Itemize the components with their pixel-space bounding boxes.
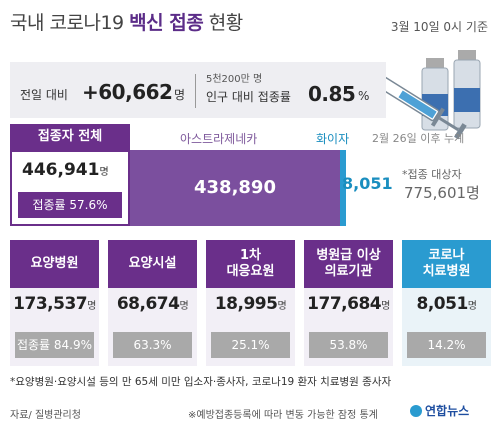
astrazeneca-label: 아스트라제네카: [180, 132, 258, 146]
card-rate: 접종률 84.9%: [15, 332, 94, 358]
summary-box: 전일 대비 +60,662 명 5천200만 명 인구 대비 접종률 0.85 …: [10, 62, 386, 118]
total-rate-badge: 접종률 57.6%: [18, 192, 122, 218]
summary-divider: [195, 74, 196, 108]
pfizer-value: 8,051: [342, 174, 393, 193]
yonhap-logo: 연합뉴스: [410, 402, 469, 419]
total-count: 446,941명: [22, 160, 109, 180]
card-count-unit: 명: [87, 301, 96, 312]
card-count: 8,051명: [402, 294, 491, 314]
card-nursing-facility: 요양시설 68,674명 63.3%: [108, 240, 197, 366]
rate-label: 인구 대비 접종률: [206, 90, 291, 104]
yonhap-logo-icon: [410, 405, 422, 417]
logo-text: 연합뉴스: [425, 404, 470, 418]
card-count-value: 177,684: [307, 294, 382, 314]
title-prefix: 국내 코로나19: [10, 12, 124, 34]
card-count-unit: 명: [381, 301, 390, 312]
total-count-unit: 명: [99, 167, 109, 178]
target-label: *접종 대상자: [402, 168, 462, 181]
card-count-value: 18,995: [214, 294, 278, 314]
pfizer-label: 화이자: [316, 132, 350, 146]
disclaimer: ※예방접종등록에 따라 변동 가능한 잠정 통계: [188, 410, 378, 421]
card-rate: 53.8%: [309, 332, 388, 358]
total-panel: 446,941명 접종률 57.6%: [10, 150, 130, 226]
page-title: 국내 코로나19 백신 접종 현황: [10, 8, 243, 35]
total-count-value: 446,941: [22, 160, 100, 180]
card-title: 요양병원: [10, 240, 99, 288]
title-suffix: 현황: [208, 12, 243, 34]
card-count: 173,537명: [10, 294, 99, 314]
card-nursing-hospital: 요양병원 173,537명 접종률 84.9%: [10, 240, 99, 366]
card-count-unit: 명: [467, 301, 477, 312]
astrazeneca-bar: 438,890: [130, 150, 340, 226]
rate-unit: %: [358, 89, 370, 103]
prev-day-unit: 명: [174, 88, 186, 102]
card-title: 요양시설: [108, 240, 197, 288]
card-count-value: 68,674: [116, 294, 180, 314]
card-count: 68,674명: [108, 294, 197, 314]
total-header: 접종자 전체: [10, 124, 130, 150]
card-count: 177,684명: [304, 294, 393, 314]
prev-day-label: 전일 대비: [20, 88, 68, 102]
card-title: 병원급 이상 의료기관: [304, 240, 393, 288]
card-rate: 63.3%: [113, 332, 192, 358]
population-note: 5천200만 명: [206, 74, 263, 85]
source-credit: 자료/ 질병관리청: [10, 410, 81, 421]
card-title: 1차 대응요원: [206, 240, 295, 288]
pfizer-bar: [340, 150, 346, 226]
card-rate: 25.1%: [211, 332, 290, 358]
card-medical-institutions: 병원급 이상 의료기관 177,684명 53.8%: [304, 240, 393, 366]
card-count-unit: 명: [179, 301, 189, 312]
card-count-value: 8,051: [416, 294, 469, 314]
card-covid-hospital: 코로나 치료병원 8,051명 14.2%: [402, 240, 491, 366]
rate-value: 0.85: [308, 82, 356, 106]
target-value: 775,601명: [404, 184, 480, 202]
card-rate: 14.2%: [407, 332, 486, 358]
card-count-unit: 명: [277, 301, 287, 312]
prev-day-value: +60,662: [82, 80, 173, 104]
title-bold: 백신 접종: [129, 12, 204, 34]
card-first-responders: 1차 대응요원 18,995명 25.1%: [206, 240, 295, 366]
card-count: 18,995명: [206, 294, 295, 314]
card-count-value: 173,537: [13, 294, 88, 314]
footnote: *요양병원·요양시설 등의 만 65세 미만 입소자·종사자, 코로나19 환자…: [10, 376, 392, 388]
pfizer-period-note: 2월 26일 이후 누계: [372, 132, 465, 145]
reference-date: 3월 10일 0시 기준: [390, 20, 488, 34]
card-title: 코로나 치료병원: [402, 240, 491, 288]
